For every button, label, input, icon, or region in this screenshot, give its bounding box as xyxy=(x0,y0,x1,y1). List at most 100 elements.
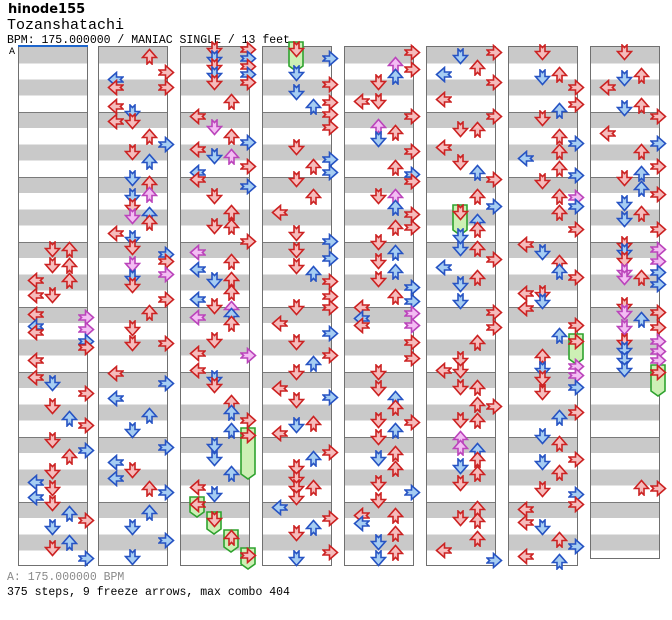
arrow-down xyxy=(205,485,223,503)
app-title: hinode155 xyxy=(8,2,86,17)
arrow-up xyxy=(386,218,404,236)
arrow-down xyxy=(205,436,223,454)
arrow-up xyxy=(222,314,240,332)
arrow-left xyxy=(188,478,206,496)
arrow-down xyxy=(369,252,387,270)
arrow-right xyxy=(239,157,257,175)
arrow-down xyxy=(43,431,61,449)
arrow-up xyxy=(304,414,322,432)
arrow-down xyxy=(43,539,61,557)
measure-line xyxy=(345,307,413,308)
arrow-down-freeze-head xyxy=(451,203,469,221)
arrow-up xyxy=(550,159,568,177)
arrow-left xyxy=(26,286,44,304)
arrow-down xyxy=(615,169,633,187)
measure-line xyxy=(181,112,249,113)
arrow-left xyxy=(26,271,44,289)
arrow-down xyxy=(287,416,305,434)
arrow-right-freeze-head xyxy=(649,363,667,381)
measure-line xyxy=(19,372,87,373)
arrow-right xyxy=(239,133,257,151)
arrow-up xyxy=(632,268,650,286)
arrow-down xyxy=(451,47,469,65)
arrow-down xyxy=(533,292,551,310)
arrow-right xyxy=(567,450,585,468)
arrow-left xyxy=(352,92,370,110)
arrow-right xyxy=(321,443,339,461)
arrow-right xyxy=(77,384,95,402)
arrow-up xyxy=(304,264,322,282)
arrow-down xyxy=(533,453,551,471)
bpm-marker-line xyxy=(18,45,88,47)
arrow-up xyxy=(222,252,240,270)
measure-line xyxy=(99,437,167,438)
arrow-down xyxy=(123,255,141,273)
arrow-right xyxy=(403,142,421,160)
arrow-left xyxy=(188,260,206,278)
measure-line xyxy=(19,177,87,178)
arrow-up xyxy=(550,552,568,570)
arrow-up xyxy=(140,213,158,231)
arrow-up-freeze-head xyxy=(222,528,240,546)
arrow-right xyxy=(239,177,257,195)
arrow-down xyxy=(287,224,305,242)
arrow-down xyxy=(205,49,223,67)
arrow-down xyxy=(369,363,387,381)
arrow-down xyxy=(533,243,551,261)
arrow-left xyxy=(26,323,44,341)
arrow-left xyxy=(270,424,288,442)
arrow-left xyxy=(434,90,452,108)
arrow-right xyxy=(567,134,585,152)
arrow-up xyxy=(468,450,486,468)
arrow-up xyxy=(550,326,568,344)
bpm-marker-label: A xyxy=(9,47,16,58)
freeze-arrow-body xyxy=(240,427,256,480)
arrow-down xyxy=(287,478,305,496)
arrow-right xyxy=(567,537,585,555)
arrow-up xyxy=(468,220,486,238)
arrow-right xyxy=(239,73,257,91)
arrow-up xyxy=(468,411,486,429)
arrow-up xyxy=(304,518,322,536)
arrow-up xyxy=(632,179,650,197)
arrow-right xyxy=(403,483,421,501)
arrow-down xyxy=(123,334,141,352)
arrow-up xyxy=(140,185,158,203)
arrow-right xyxy=(567,95,585,113)
arrow-up xyxy=(60,271,78,289)
arrow-down xyxy=(123,197,141,215)
arrow-down xyxy=(43,240,61,258)
arrow-down xyxy=(123,207,141,225)
arrow-down-freeze-head xyxy=(205,510,223,528)
arrow-right xyxy=(567,220,585,238)
arrow-down xyxy=(205,331,223,349)
arrow-left xyxy=(516,513,534,531)
arrow-left xyxy=(516,547,534,565)
arrow-left xyxy=(106,389,124,407)
arrow-down xyxy=(123,548,141,566)
measure-line xyxy=(345,177,413,178)
arrow-left xyxy=(352,316,370,334)
arrow-down xyxy=(615,296,633,314)
arrow-up xyxy=(468,58,486,76)
arrow-down xyxy=(451,292,469,310)
arrow-down xyxy=(287,138,305,156)
measure-line xyxy=(19,242,87,243)
arrow-right xyxy=(403,218,421,236)
arrow-up xyxy=(632,96,650,114)
arrow-down xyxy=(287,469,305,487)
arrow-up xyxy=(550,262,568,280)
arrow-down xyxy=(205,57,223,75)
arrow-up xyxy=(468,511,486,529)
arrow-up xyxy=(140,127,158,145)
arrow-up xyxy=(60,240,78,258)
arrow-right xyxy=(157,374,175,392)
arrow-down xyxy=(615,303,633,321)
arrow-right xyxy=(77,511,95,529)
arrow-right xyxy=(239,232,257,250)
measure-line xyxy=(181,242,249,243)
arrow-left xyxy=(516,235,534,253)
arrow-right xyxy=(403,333,421,351)
arrow-left xyxy=(516,284,534,302)
arrow-up xyxy=(140,303,158,321)
